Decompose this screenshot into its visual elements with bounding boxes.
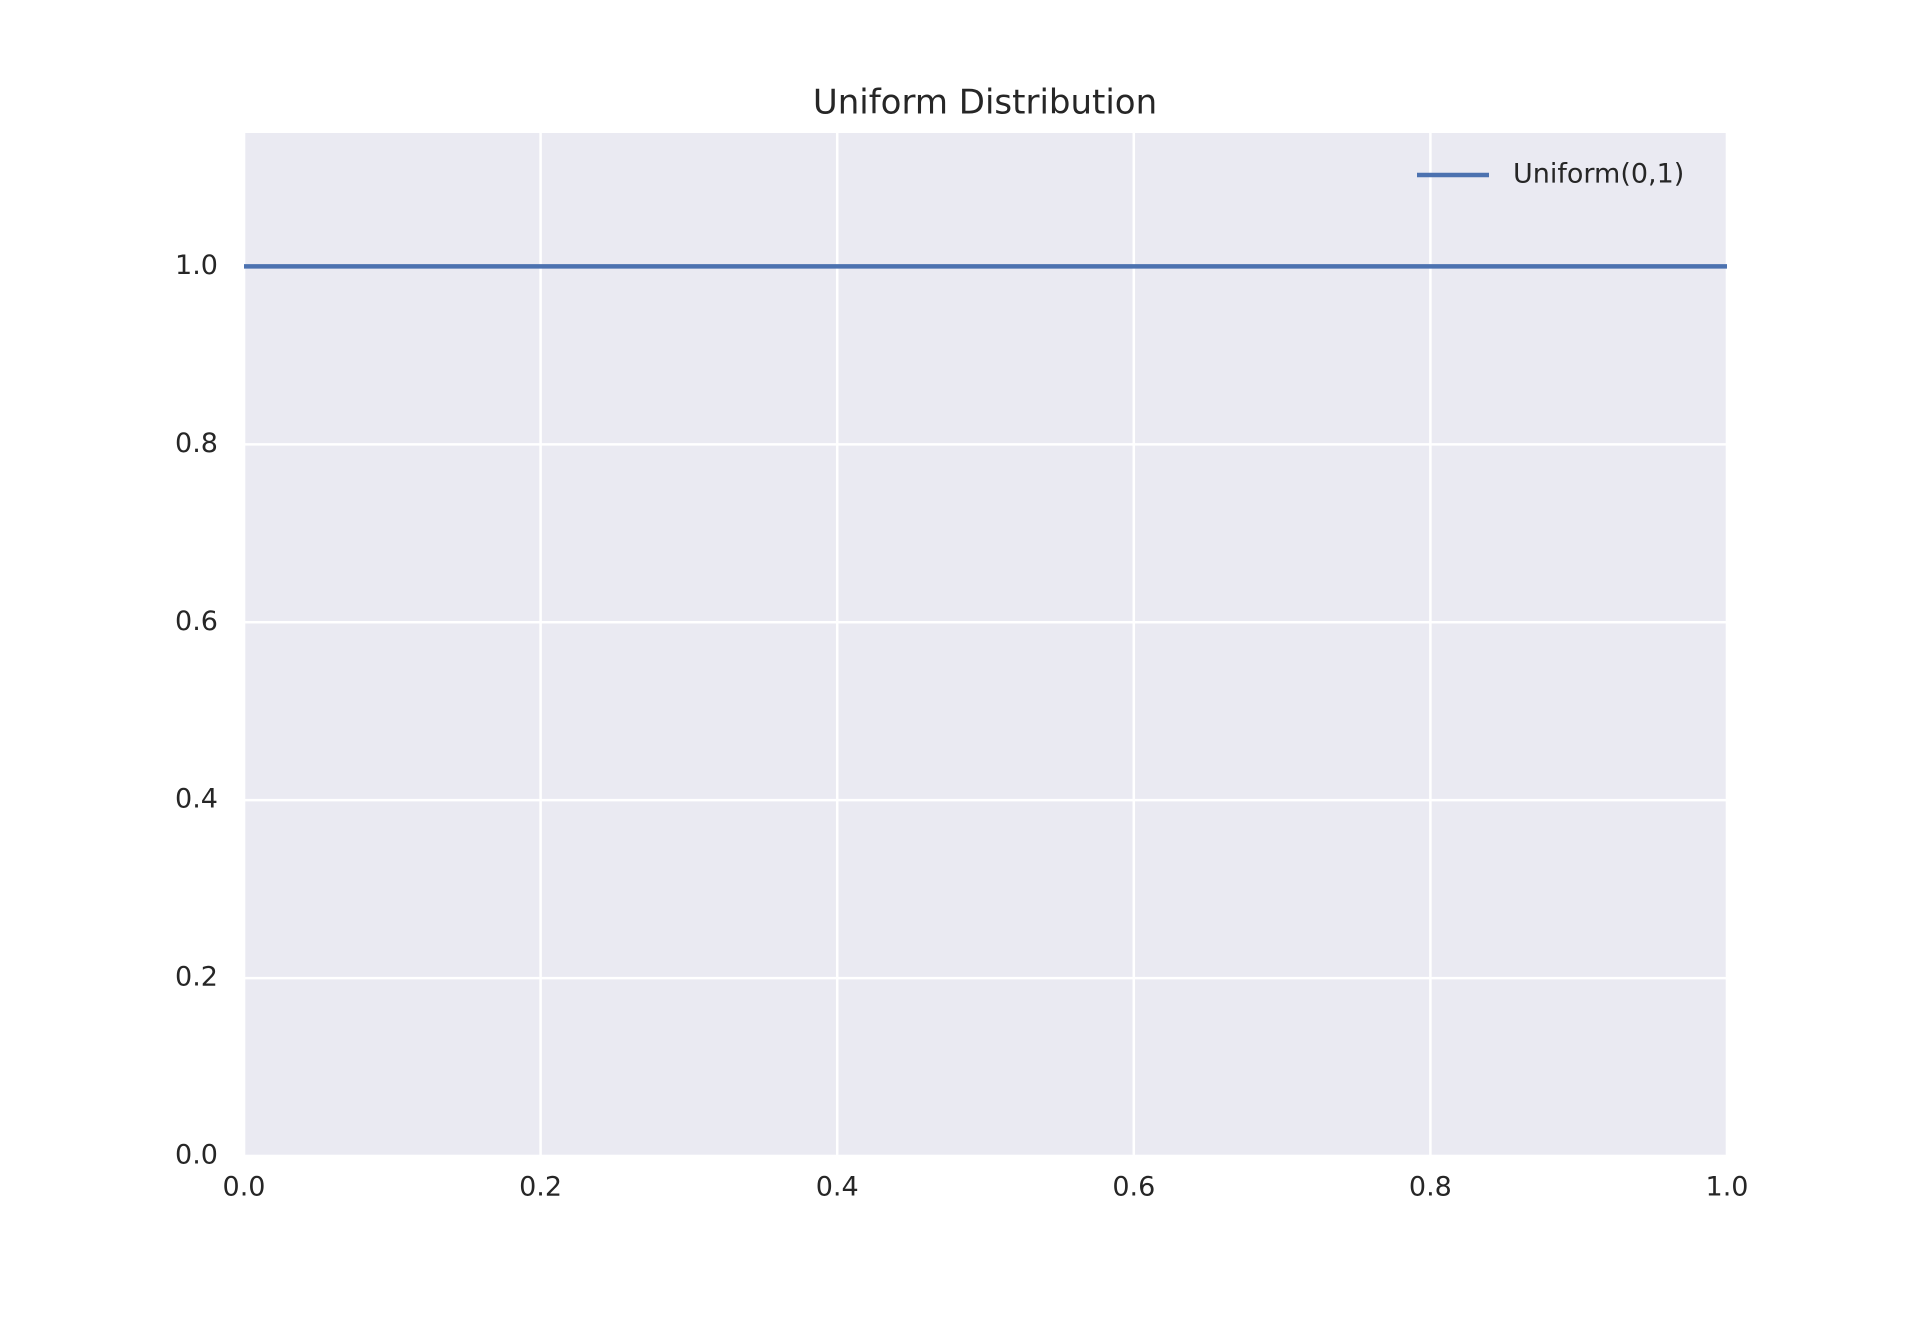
y-tick-label: 0.6 (175, 606, 218, 637)
chart-title: Uniform Distribution (813, 83, 1157, 123)
y-tick-label: 1.0 (175, 250, 218, 281)
plot-area (244, 133, 1727, 1156)
y-tick-label: 0.4 (175, 784, 218, 815)
x-tick-label: 0.0 (223, 1172, 266, 1203)
y-tick-label: 0.0 (175, 1140, 218, 1171)
y-tick-label: 0.2 (175, 962, 218, 993)
x-tick-label: 0.6 (1112, 1172, 1155, 1203)
x-tick-label: 0.4 (816, 1172, 859, 1203)
y-tick-label: 0.8 (175, 428, 218, 459)
legend-label: Uniform(0,1) (1513, 159, 1684, 190)
x-tick-label: 0.8 (1409, 1172, 1452, 1203)
x-tick-label: 1.0 (1706, 1172, 1749, 1203)
x-tick-label: 0.2 (519, 1172, 562, 1203)
